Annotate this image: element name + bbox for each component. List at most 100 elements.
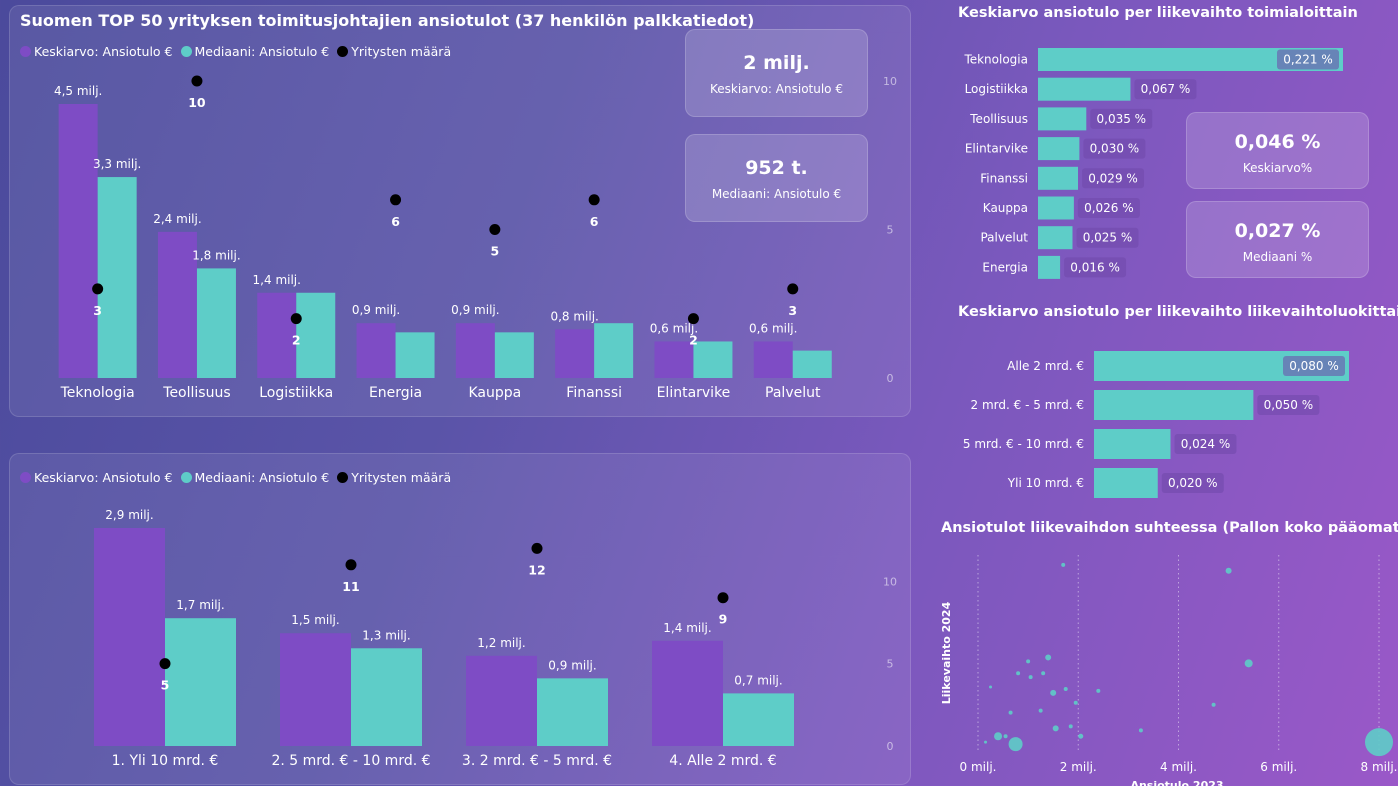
legend-item-count[interactable]: Yritysten määrä bbox=[337, 44, 451, 59]
scatter-point bbox=[1045, 654, 1052, 661]
bar-ratio bbox=[1038, 137, 1080, 161]
bar-avg bbox=[753, 341, 793, 378]
count-label: 2 bbox=[292, 333, 301, 348]
category-label: Kauppa bbox=[468, 385, 521, 401]
legend-dot-count-icon bbox=[337, 46, 349, 57]
data-label-bg bbox=[1134, 79, 1197, 100]
data-label-avg: 2,9 milj. bbox=[105, 508, 153, 522]
avg-ratio-card: 0,046 % Keskiarvo% bbox=[1186, 112, 1369, 189]
scatter-point bbox=[1138, 728, 1143, 733]
legend-item-avg[interactable]: Keskiarvo: Ansiotulo € bbox=[20, 44, 173, 59]
data-label-bg bbox=[1277, 49, 1339, 70]
data-label: 0,067 % bbox=[1141, 82, 1191, 96]
bar-avg bbox=[555, 329, 595, 378]
data-label-avg: 1,5 milj. bbox=[291, 613, 339, 627]
scatter-point bbox=[1063, 686, 1068, 691]
industry-ratio-title: Keskiarvo ansiotulo per liikevaihto toim… bbox=[958, 5, 1358, 21]
data-label-avg: 1,4 milj. bbox=[253, 273, 301, 287]
count-dot bbox=[191, 75, 203, 87]
legend-dot-count-icon bbox=[337, 472, 349, 483]
top-chart-title: Suomen TOP 50 yrityksen toimitusjohtajie… bbox=[20, 11, 755, 30]
category-label: Teollisuus bbox=[969, 112, 1028, 126]
median-ratio-card: 0,027 % Mediaani % bbox=[1186, 201, 1369, 278]
data-label: 0,026 % bbox=[1084, 201, 1134, 215]
category-label: Teollisuus bbox=[162, 385, 230, 401]
scatter-point bbox=[1052, 725, 1059, 732]
bar-avg bbox=[94, 528, 165, 746]
category-label: 4. Alle 2 mrd. € bbox=[669, 753, 776, 769]
count-dot bbox=[531, 542, 543, 554]
count-dot bbox=[159, 658, 171, 670]
bar-median bbox=[165, 618, 236, 746]
scatter-point bbox=[1365, 728, 1393, 757]
legend-dot-avg-icon bbox=[20, 472, 31, 483]
y2-tick-label: 0 bbox=[887, 372, 894, 385]
data-label-median: 1,8 milj. bbox=[192, 248, 240, 262]
bar-avg bbox=[466, 655, 537, 746]
bar-ratio bbox=[1038, 255, 1061, 279]
scatter-point bbox=[984, 740, 988, 744]
median-income-label: Mediaani: Ansiotulo € bbox=[711, 187, 842, 201]
scatter-point bbox=[1078, 733, 1084, 739]
legend-label-avg: Keskiarvo: Ansiotulo € bbox=[34, 44, 173, 59]
legend-item-median[interactable]: Mediaani: Ansiotulo € bbox=[180, 44, 330, 59]
data-label: 0,080 % bbox=[1289, 359, 1339, 373]
scatter-point bbox=[994, 732, 1003, 741]
count-dot bbox=[588, 194, 600, 206]
scatter-point bbox=[1244, 659, 1253, 668]
x-tick-label: 0 milj. bbox=[960, 760, 997, 774]
data-label: 0,025 % bbox=[1083, 231, 1133, 245]
data-label-median: 1,3 milj. bbox=[362, 628, 410, 642]
scatter-title: Ansiotulot liikevaihdon suhteessa (Pallo… bbox=[941, 520, 1398, 536]
count-dot bbox=[489, 224, 501, 235]
data-label: 0,029 % bbox=[1088, 171, 1138, 185]
count-label: 2 bbox=[689, 333, 698, 348]
legend-item-avg[interactable]: Keskiarvo: Ansiotulo € bbox=[20, 470, 173, 485]
data-label-bg bbox=[1083, 138, 1146, 159]
avg-income-card: 2 milj. Keskiarvo: Ansiotulo € bbox=[685, 29, 868, 117]
legend-label-count: Yritysten määrä bbox=[351, 44, 452, 59]
category-label: 3. 2 mrd. € - 5 mrd. € bbox=[462, 753, 612, 769]
y2-tick-label: 5 bbox=[887, 224, 894, 237]
scatter-point bbox=[1061, 562, 1066, 567]
data-label-bg bbox=[1283, 356, 1345, 376]
x-tick-label: 4 milj. bbox=[1160, 760, 1197, 774]
top-chart-legend: Keskiarvo: Ansiotulo € Mediaani: Ansiotu… bbox=[20, 44, 453, 59]
category-label: Logistiikka bbox=[965, 82, 1028, 96]
category-label: Alle 2 mrd. € bbox=[1007, 359, 1084, 373]
legend-item-median[interactable]: Mediaani: Ansiotulo € bbox=[180, 470, 329, 485]
scatter-point bbox=[1008, 710, 1013, 715]
bottom-chart-legend: Keskiarvo: Ansiotulo € Mediaani: Ansiotu… bbox=[20, 470, 453, 485]
category-label: 2 mrd. € - 5 mrd. € bbox=[971, 398, 1084, 412]
category-label: Kauppa bbox=[983, 201, 1028, 215]
bar-avg bbox=[257, 292, 297, 378]
scatter-point bbox=[989, 685, 993, 689]
legend-label-count: Yritysten määrä bbox=[351, 470, 452, 485]
data-label: 0,024 % bbox=[1181, 437, 1231, 451]
data-label: 0,030 % bbox=[1090, 142, 1140, 156]
y2-tick-label: 10 bbox=[883, 75, 897, 88]
data-label: 0,035 % bbox=[1097, 112, 1147, 126]
data-label-bg bbox=[1161, 473, 1224, 493]
data-label-avg: 0,9 milj. bbox=[451, 303, 499, 317]
y2-tick-label: 5 bbox=[887, 658, 894, 671]
count-dot bbox=[787, 283, 799, 295]
data-label: 0,221 % bbox=[1283, 53, 1333, 67]
count-label: 6 bbox=[590, 214, 599, 229]
revenue-class-ratio-title: Keskiarvo ansiotulo per liikevaihto liik… bbox=[958, 304, 1398, 320]
scatter-point bbox=[1211, 702, 1216, 707]
data-label-avg: 0,8 milj. bbox=[550, 309, 598, 323]
bar-ratio bbox=[1094, 468, 1158, 498]
legend-item-count[interactable]: Yritysten määrä bbox=[337, 470, 451, 485]
bar-median bbox=[537, 678, 608, 746]
legend-label-median: Mediaani: Ansiotulo € bbox=[194, 44, 330, 59]
category-label: 1. Yli 10 mrd. € bbox=[112, 753, 219, 769]
count-dot bbox=[345, 559, 357, 571]
bar-avg bbox=[157, 231, 197, 378]
category-label: Elintarvike bbox=[965, 142, 1028, 156]
bar-ratio bbox=[1038, 48, 1343, 71]
category-label: Energia bbox=[369, 385, 422, 401]
bar-ratio bbox=[1038, 77, 1131, 101]
data-label-bg bbox=[1077, 198, 1140, 218]
